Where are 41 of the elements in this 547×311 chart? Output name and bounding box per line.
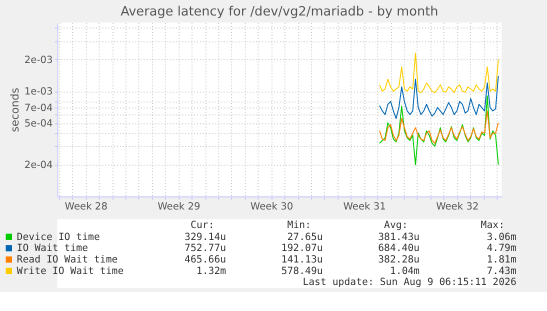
- text: 7.43m: [486, 266, 516, 277]
- text: 381.43u: [378, 232, 420, 243]
- legend-label: Device IO time: [16, 232, 100, 243]
- text: Cur:: [190, 220, 214, 231]
- text: Last update: Sun Aug 9 06:15:11 2026: [302, 277, 516, 288]
- y-tick-label: 2e-03: [24, 55, 53, 66]
- legend-label: Write IO Wait time: [16, 266, 124, 277]
- line-series: [379, 75, 499, 120]
- line-series: [379, 96, 499, 166]
- text: 752.77u: [184, 243, 226, 254]
- text: 1.81m: [486, 254, 516, 266]
- text: 382.28u: [378, 254, 420, 266]
- text: Avg:: [384, 220, 408, 231]
- x-tick-label: Week 28: [64, 202, 108, 213]
- x-tick-label: Week 32: [436, 202, 479, 213]
- y-tick-label: 7e-04: [24, 102, 53, 114]
- x-tick-label: Week 29: [158, 202, 200, 213]
- text: Min:: [287, 220, 312, 231]
- legend-label: Read IO Wait time: [16, 254, 118, 266]
- x-tick-label: Week 31: [343, 202, 386, 213]
- y-axis-title: seconds: [8, 87, 22, 132]
- y-tick-label: 5e-04: [24, 118, 53, 130]
- text: Max:: [480, 220, 505, 231]
- text: 3.06m: [486, 232, 516, 243]
- y-tick-label: 2e-04: [24, 160, 53, 172]
- text: 1.32m: [196, 266, 226, 277]
- y-tick-label: 1e-03: [24, 86, 53, 98]
- line-series: [379, 52, 499, 94]
- text: 4.79m: [486, 243, 516, 254]
- text: 27.65u: [287, 232, 323, 243]
- text: 684.40u: [378, 243, 420, 254]
- legend-label: IO Wait time: [16, 243, 88, 254]
- line-series: [379, 110, 499, 144]
- text: 192.07u: [281, 243, 323, 254]
- chart-title: Average latency for /dev/vg2/mariadb - by month: [120, 4, 438, 20]
- text: 578.49u: [281, 266, 323, 277]
- text: 141.13u: [281, 254, 323, 266]
- text: 329.14u: [184, 232, 226, 243]
- text: 465.66u: [184, 254, 226, 266]
- x-tick-label: Week 30: [250, 202, 294, 213]
- text: 1.04m: [390, 266, 420, 277]
